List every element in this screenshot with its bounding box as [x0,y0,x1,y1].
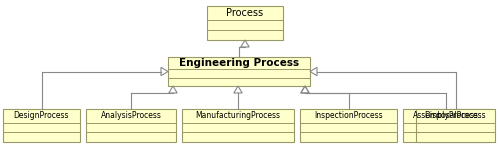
Text: ManufacturingProcess: ManufacturingProcess [196,111,280,120]
Text: Process: Process [226,8,264,18]
Text: InspectionProcess: InspectionProcess [314,111,383,120]
Text: AssemblyProcess: AssemblyProcess [413,111,479,120]
Bar [168,57,310,86]
Text: Engineering Process: Engineering Process [179,58,299,68]
Bar [86,109,176,142]
Text: DesignProcess: DesignProcess [14,111,69,120]
Bar [182,109,294,142]
Text: DisposalProcess: DisposalProcess [424,111,486,120]
Text: AnalysisProcess: AnalysisProcess [100,111,162,120]
Bar [403,109,489,142]
Bar [300,109,397,142]
Bar [416,109,495,142]
Bar [3,109,80,142]
Bar [207,6,283,40]
